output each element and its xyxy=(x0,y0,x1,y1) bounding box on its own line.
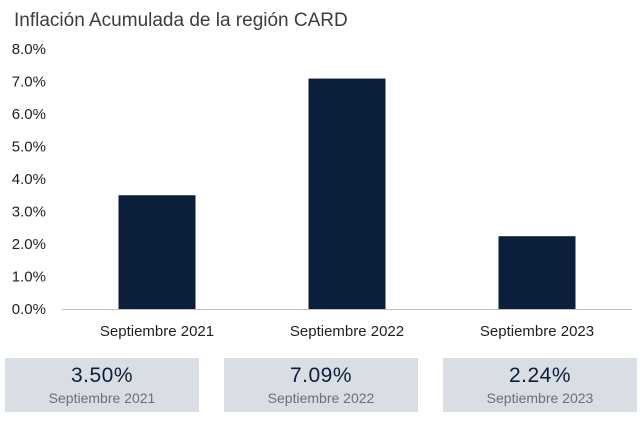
bars xyxy=(118,78,576,309)
bar xyxy=(498,236,576,309)
y-tick-label: 1.0% xyxy=(12,269,46,286)
x-tick-label: Septiembre 2022 xyxy=(290,323,404,340)
summary-value: 3.50% xyxy=(70,364,134,387)
bar xyxy=(308,78,386,309)
summary-value: 7.09% xyxy=(289,364,353,387)
bar xyxy=(118,195,196,309)
summary-value: 2.24% xyxy=(508,364,572,387)
summary-label: Septiembre 2022 xyxy=(267,390,375,406)
y-tick-label: 2.0% xyxy=(12,236,46,253)
x-axis: Septiembre 2021 Septiembre 2022 Septiembre… xyxy=(100,323,594,340)
y-tick-label: 0.0% xyxy=(12,301,46,318)
y-tick-label: 7.0% xyxy=(12,74,46,91)
y-axis: 0.0% 1.0% 2.0% 3.0% 4.0% 5.0% 6.0% 7.0% 8.0% xyxy=(12,41,46,318)
y-tick-label: 4.0% xyxy=(12,171,46,188)
chart-title: Inflación Acumulada de la región CARD xyxy=(14,10,348,31)
summary-card-2023: 2.24% Septiembre 2023 xyxy=(443,358,637,412)
x-tick-label: Septiembre 2021 xyxy=(100,323,214,340)
summary-label: Septiembre 2023 xyxy=(486,390,594,406)
y-tick-label: 8.0% xyxy=(12,41,46,58)
bar-chart: 0.0% 1.0% 2.0% 3.0% 4.0% 5.0% 6.0% 7.0% 8.0% Sep… xyxy=(12,41,632,340)
summary-card-2021: 3.50% Septiembre 2021 xyxy=(5,358,199,412)
summary-label: Septiembre 2021 xyxy=(48,390,156,406)
x-tick-label: Septiembre 2023 xyxy=(480,323,594,340)
y-tick-label: 6.0% xyxy=(12,106,46,123)
y-tick-label: 3.0% xyxy=(12,204,46,221)
y-tick-label: 5.0% xyxy=(12,139,46,156)
summary-card-2022: 7.09% Septiembre 2022 xyxy=(224,358,418,412)
